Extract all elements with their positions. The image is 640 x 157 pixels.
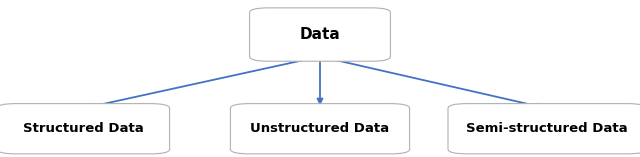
Text: Structured Data: Structured Data xyxy=(23,122,143,135)
FancyBboxPatch shape xyxy=(230,104,410,154)
Text: Data: Data xyxy=(300,27,340,42)
FancyBboxPatch shape xyxy=(250,8,390,61)
FancyBboxPatch shape xyxy=(448,104,640,154)
Text: Unstructured Data: Unstructured Data xyxy=(250,122,390,135)
Text: Semi-structured Data: Semi-structured Data xyxy=(467,122,628,135)
FancyBboxPatch shape xyxy=(0,104,170,154)
